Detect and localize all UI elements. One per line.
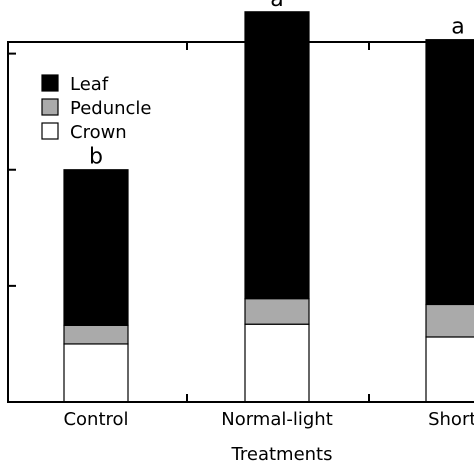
bar-leaf-3 bbox=[425, 39, 474, 306]
legend-label-crown: Crown bbox=[70, 122, 127, 143]
bar-peduncle-2 bbox=[244, 298, 310, 325]
bar-peduncle-1 bbox=[63, 324, 129, 345]
x-tick-label-3: Short-l bbox=[428, 409, 474, 430]
x-axis-title: Treatments bbox=[231, 444, 333, 465]
legend-swatch-leaf bbox=[41, 74, 59, 92]
significance-label-1: b bbox=[89, 145, 103, 170]
bar-peduncle-3 bbox=[425, 303, 474, 338]
significance-label-2: a bbox=[270, 0, 283, 12]
legend-label-leaf: Leaf bbox=[70, 74, 109, 95]
x-tick-labels: Control Normal-light Short-l bbox=[63, 409, 474, 430]
bar-leaf-1 bbox=[63, 169, 129, 326]
x-tick-label-1: Control bbox=[63, 409, 128, 430]
legend: Leaf Peduncle Crown bbox=[41, 74, 152, 143]
legend-swatch-crown bbox=[41, 122, 59, 140]
significance-label-3: a bbox=[451, 15, 464, 40]
bar-leaf-2 bbox=[244, 11, 310, 300]
axes bbox=[7, 41, 474, 403]
x-tick-label-2: Normal-light bbox=[221, 409, 333, 430]
bar-crown-3 bbox=[425, 336, 474, 403]
bar-crown-2 bbox=[244, 323, 310, 403]
legend-swatch-peduncle bbox=[41, 98, 59, 116]
bar-crown-1 bbox=[63, 343, 129, 403]
axis-frame bbox=[7, 41, 474, 403]
plot-area: b a a bbox=[63, 0, 474, 403]
legend-label-peduncle: Peduncle bbox=[70, 98, 152, 119]
